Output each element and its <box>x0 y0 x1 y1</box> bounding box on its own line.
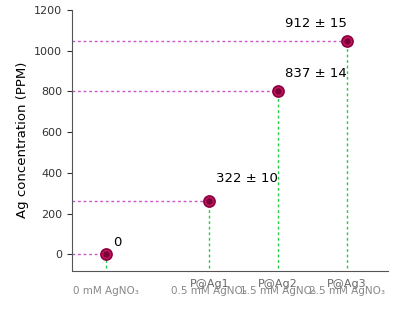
Text: 912 ± 15: 912 ± 15 <box>285 17 347 30</box>
Text: 1.5 mM AgNO₃: 1.5 mM AgNO₃ <box>240 286 316 296</box>
Text: 837 ± 14: 837 ± 14 <box>285 67 347 80</box>
Text: P@Ag2: P@Ag2 <box>258 279 298 289</box>
Text: P@Ag1: P@Ag1 <box>190 279 229 289</box>
Text: 0 mM AgNO₃: 0 mM AgNO₃ <box>74 286 139 296</box>
Text: 322 ± 10: 322 ± 10 <box>216 172 278 185</box>
Y-axis label: Ag concentration (PPM): Ag concentration (PPM) <box>16 62 28 218</box>
Text: 2.5 mM AgNO₃: 2.5 mM AgNO₃ <box>309 286 385 296</box>
Text: 0.5 mM AgNO₃: 0.5 mM AgNO₃ <box>172 286 247 296</box>
Text: 0: 0 <box>113 236 122 249</box>
Text: P@Ag3: P@Ag3 <box>327 279 366 289</box>
